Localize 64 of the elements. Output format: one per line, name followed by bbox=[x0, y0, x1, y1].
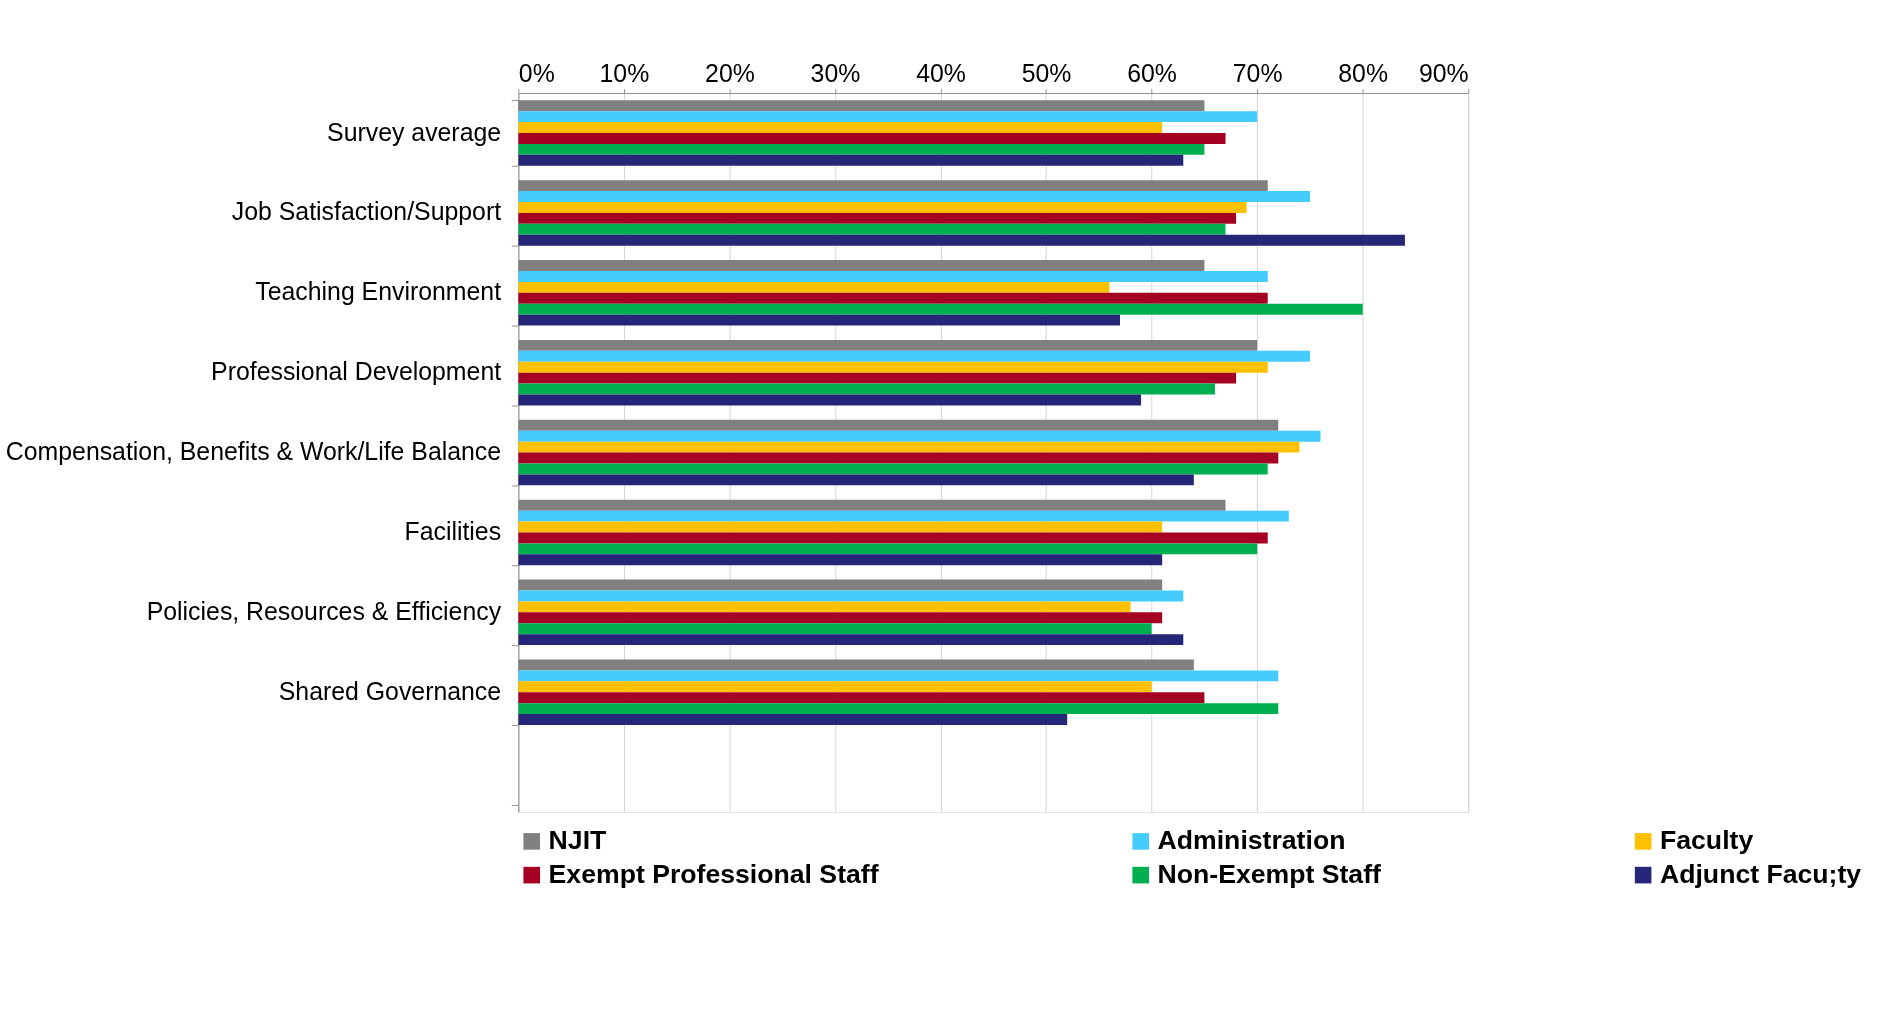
bar bbox=[518, 143, 1205, 155]
y-tick-label: Compensation, Benefits & Work/Life Balance bbox=[5, 438, 502, 466]
bar bbox=[518, 703, 1279, 715]
bar bbox=[518, 463, 1268, 475]
bar bbox=[518, 441, 1300, 453]
bar bbox=[518, 383, 1215, 395]
x-tick-label: 70% bbox=[1232, 59, 1283, 87]
bar bbox=[518, 612, 1163, 624]
bar bbox=[518, 133, 1226, 144]
y-tick-label: Policies, Resources & Efficiency bbox=[146, 597, 502, 625]
legend-label: Faculty bbox=[1659, 825, 1754, 856]
bar bbox=[518, 532, 1268, 544]
bar bbox=[518, 554, 1163, 566]
bar bbox=[518, 590, 1184, 602]
y-tick-label: Teaching Environment bbox=[255, 278, 502, 306]
x-tick-label: 30% bbox=[810, 59, 861, 87]
legend-label: Administration bbox=[1157, 825, 1346, 856]
bar bbox=[518, 394, 1142, 406]
bar bbox=[518, 223, 1226, 235]
legend-label: NJIT bbox=[548, 825, 607, 856]
bar bbox=[518, 601, 1131, 613]
bar bbox=[518, 201, 1247, 213]
bar bbox=[518, 714, 1068, 726]
bar bbox=[518, 111, 1258, 123]
y-tick-label: Professional Development bbox=[211, 358, 502, 386]
bar bbox=[518, 350, 1310, 362]
y-tick-label: Facilities bbox=[404, 518, 502, 546]
bar bbox=[518, 681, 1152, 693]
bar bbox=[518, 634, 1184, 646]
bar bbox=[518, 154, 1184, 166]
bar bbox=[518, 474, 1194, 486]
bar bbox=[518, 543, 1258, 555]
x-tick-label: 10% bbox=[599, 59, 650, 87]
bar bbox=[518, 692, 1205, 704]
bar bbox=[518, 281, 1110, 293]
x-tick-label: 80% bbox=[1338, 59, 1389, 87]
y-tick-label: Survey average bbox=[327, 118, 502, 146]
bar bbox=[518, 270, 1268, 282]
bar bbox=[518, 122, 1163, 134]
bar bbox=[518, 372, 1237, 384]
legend-label: Adjunct Facu;ty bbox=[1659, 859, 1862, 890]
bar bbox=[518, 623, 1152, 635]
bar bbox=[518, 314, 1120, 326]
bar bbox=[518, 361, 1268, 373]
x-tick-label: 0% bbox=[518, 59, 555, 87]
legend-label: Non-Exempt Staff bbox=[1157, 859, 1382, 890]
bar bbox=[518, 670, 1279, 682]
x-tick-label: 20% bbox=[705, 59, 755, 87]
x-tick-label: 50% bbox=[1021, 59, 1072, 87]
bar bbox=[518, 303, 1363, 315]
bar bbox=[518, 234, 1405, 246]
x-tick-label: 90% bbox=[1418, 59, 1469, 87]
x-tick-label: 40% bbox=[916, 59, 966, 87]
bar bbox=[518, 510, 1289, 522]
y-tick-label: Shared Governance bbox=[278, 677, 502, 705]
y-tick-label: Job Satisfaction/Support bbox=[231, 198, 502, 226]
bar bbox=[518, 521, 1163, 533]
bar bbox=[518, 191, 1310, 202]
bar bbox=[518, 212, 1237, 224]
x-tick-label: 60% bbox=[1127, 59, 1177, 87]
legend-label: Exempt Professional Staff bbox=[548, 859, 879, 890]
bar bbox=[518, 430, 1321, 442]
bar bbox=[518, 452, 1279, 464]
bar bbox=[518, 292, 1268, 304]
